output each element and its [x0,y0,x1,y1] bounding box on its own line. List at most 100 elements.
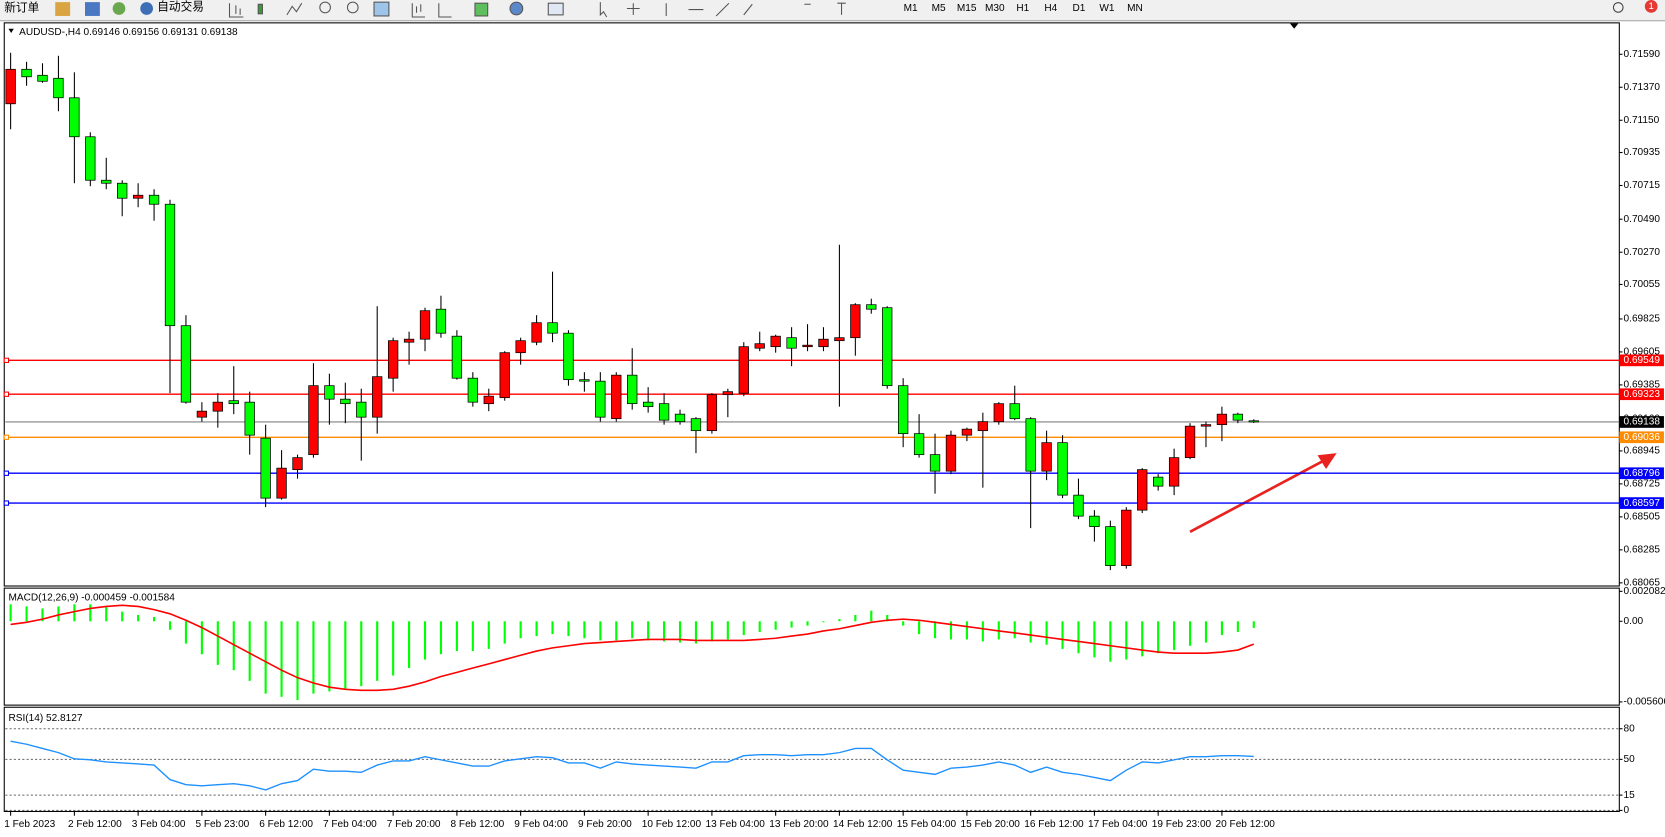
candle-body [866,304,877,310]
candle-body [1009,403,1020,420]
icon[interactable] [257,3,263,15]
rsi-line [10,740,1254,791]
x-tick-label: 9 Feb 04:00 [514,819,568,830]
macd-bar [200,621,203,655]
macd-bar [1173,621,1176,651]
macd-bar [503,621,506,644]
search-icon[interactable] [1612,2,1624,13]
candle-body [101,179,112,184]
macd-bar [184,621,188,644]
icon[interactable] [319,1,331,14]
icon[interactable] [228,3,244,18]
candle-body [308,385,319,456]
timeframe-button[interactable]: MN [1127,3,1143,14]
price-level-label: 0.69323 [1624,389,1661,400]
macd-bar [583,621,586,639]
icon[interactable] [85,2,100,16]
macd-bar [328,621,331,692]
macd-bar [9,604,12,622]
candle-body [898,385,909,435]
macd-bar [1045,621,1048,645]
candle-body [1041,442,1052,472]
y-tick-label: 0.68065 [1624,578,1661,589]
main-panel-border [3,22,1620,587]
candle-body [627,374,638,405]
macd-bar [280,621,283,697]
macd-bar [392,621,395,676]
x-tick-label: 19 Feb 23:00 [1152,819,1212,830]
icon[interactable] [438,3,452,18]
candle-body [483,395,494,405]
timeframe-button[interactable]: M5 [932,3,946,14]
candle-body [882,307,893,387]
macd-bar [726,621,729,640]
indicator-header: RSI(14) 52.8127 [9,713,83,724]
icon[interactable] [286,2,303,16]
candle-body [515,340,526,354]
y-tick-label: 0.68725 [1624,479,1661,490]
timeframe-button[interactable]: H4 [1044,3,1057,14]
candle-body [419,310,431,340]
tool-icons[interactable] [228,1,846,18]
candle-body [5,68,16,105]
y-tick-label: 0.68505 [1624,512,1661,523]
x-tick-label: 15 Feb 04:00 [897,819,957,830]
candle-body [850,304,861,339]
y-tick-label: 0.71590 [1624,49,1661,60]
y-tick-label: 0.70055 [1624,279,1661,290]
notification-badge[interactable] [1644,0,1658,13]
candle-body [180,325,192,403]
candle-body [1121,509,1132,566]
icon[interactable] [112,2,126,15]
header-value: 52.8127 [46,713,83,724]
icon[interactable] [474,2,489,17]
macd-bar [471,621,474,652]
candle-body [642,401,654,408]
macd-bar [1013,621,1016,639]
x-tick-label: 1 Feb 2023 [4,819,55,830]
icon[interactable] [55,2,71,16]
auto-trading-button[interactable]: 自动交易 [157,0,204,14]
timeframe-button[interactable]: M1 [904,3,918,14]
y-tick-label: 0.002082 [1624,586,1665,597]
candle-body [834,337,845,342]
auto-trading-icon[interactable] [140,2,154,15]
macd-bar [1077,621,1080,654]
chart-panels [3,22,1620,813]
timeframe-button[interactable]: H1 [1016,3,1029,14]
macd-bar [949,621,953,640]
price-level-tag [1619,354,1664,367]
header-value: 0.69146 [84,27,121,38]
macd-bar [838,619,841,622]
macd-bar [1188,621,1192,646]
candle-body [21,68,32,78]
icon[interactable] [346,1,359,14]
icon[interactable] [547,2,564,16]
timeframe-button[interactable]: M15 [957,3,977,14]
candle-body [276,467,287,499]
candle-body [340,398,351,405]
macd-bar [439,621,443,655]
macd-bar [965,621,968,640]
macd-bar [567,621,570,637]
candle-body [1089,515,1100,527]
candle-body [1168,457,1180,487]
candle-body [531,322,542,343]
new-order-button[interactable]: 新订单 [4,1,39,15]
candle-body [674,413,686,423]
icon[interactable] [599,2,846,18]
timeframe-button[interactable]: W1 [1099,3,1115,14]
macd-bar [981,621,984,642]
icon[interactable] [509,1,524,16]
arrow-line [1189,458,1327,533]
x-tick-label: 10 Feb 12:00 [642,819,702,830]
macd-bar [376,621,379,681]
y-tick-label: 0.71150 [1624,115,1660,126]
timeframe-button[interactable]: M30 [985,3,1005,14]
icon[interactable] [373,1,390,17]
icon[interactable] [411,3,426,18]
x-tick-label: 9 Feb 20:00 [578,819,632,830]
macd-bar [1093,621,1096,658]
timeframe-button[interactable]: D1 [1072,3,1085,14]
macd-bar [153,616,156,622]
